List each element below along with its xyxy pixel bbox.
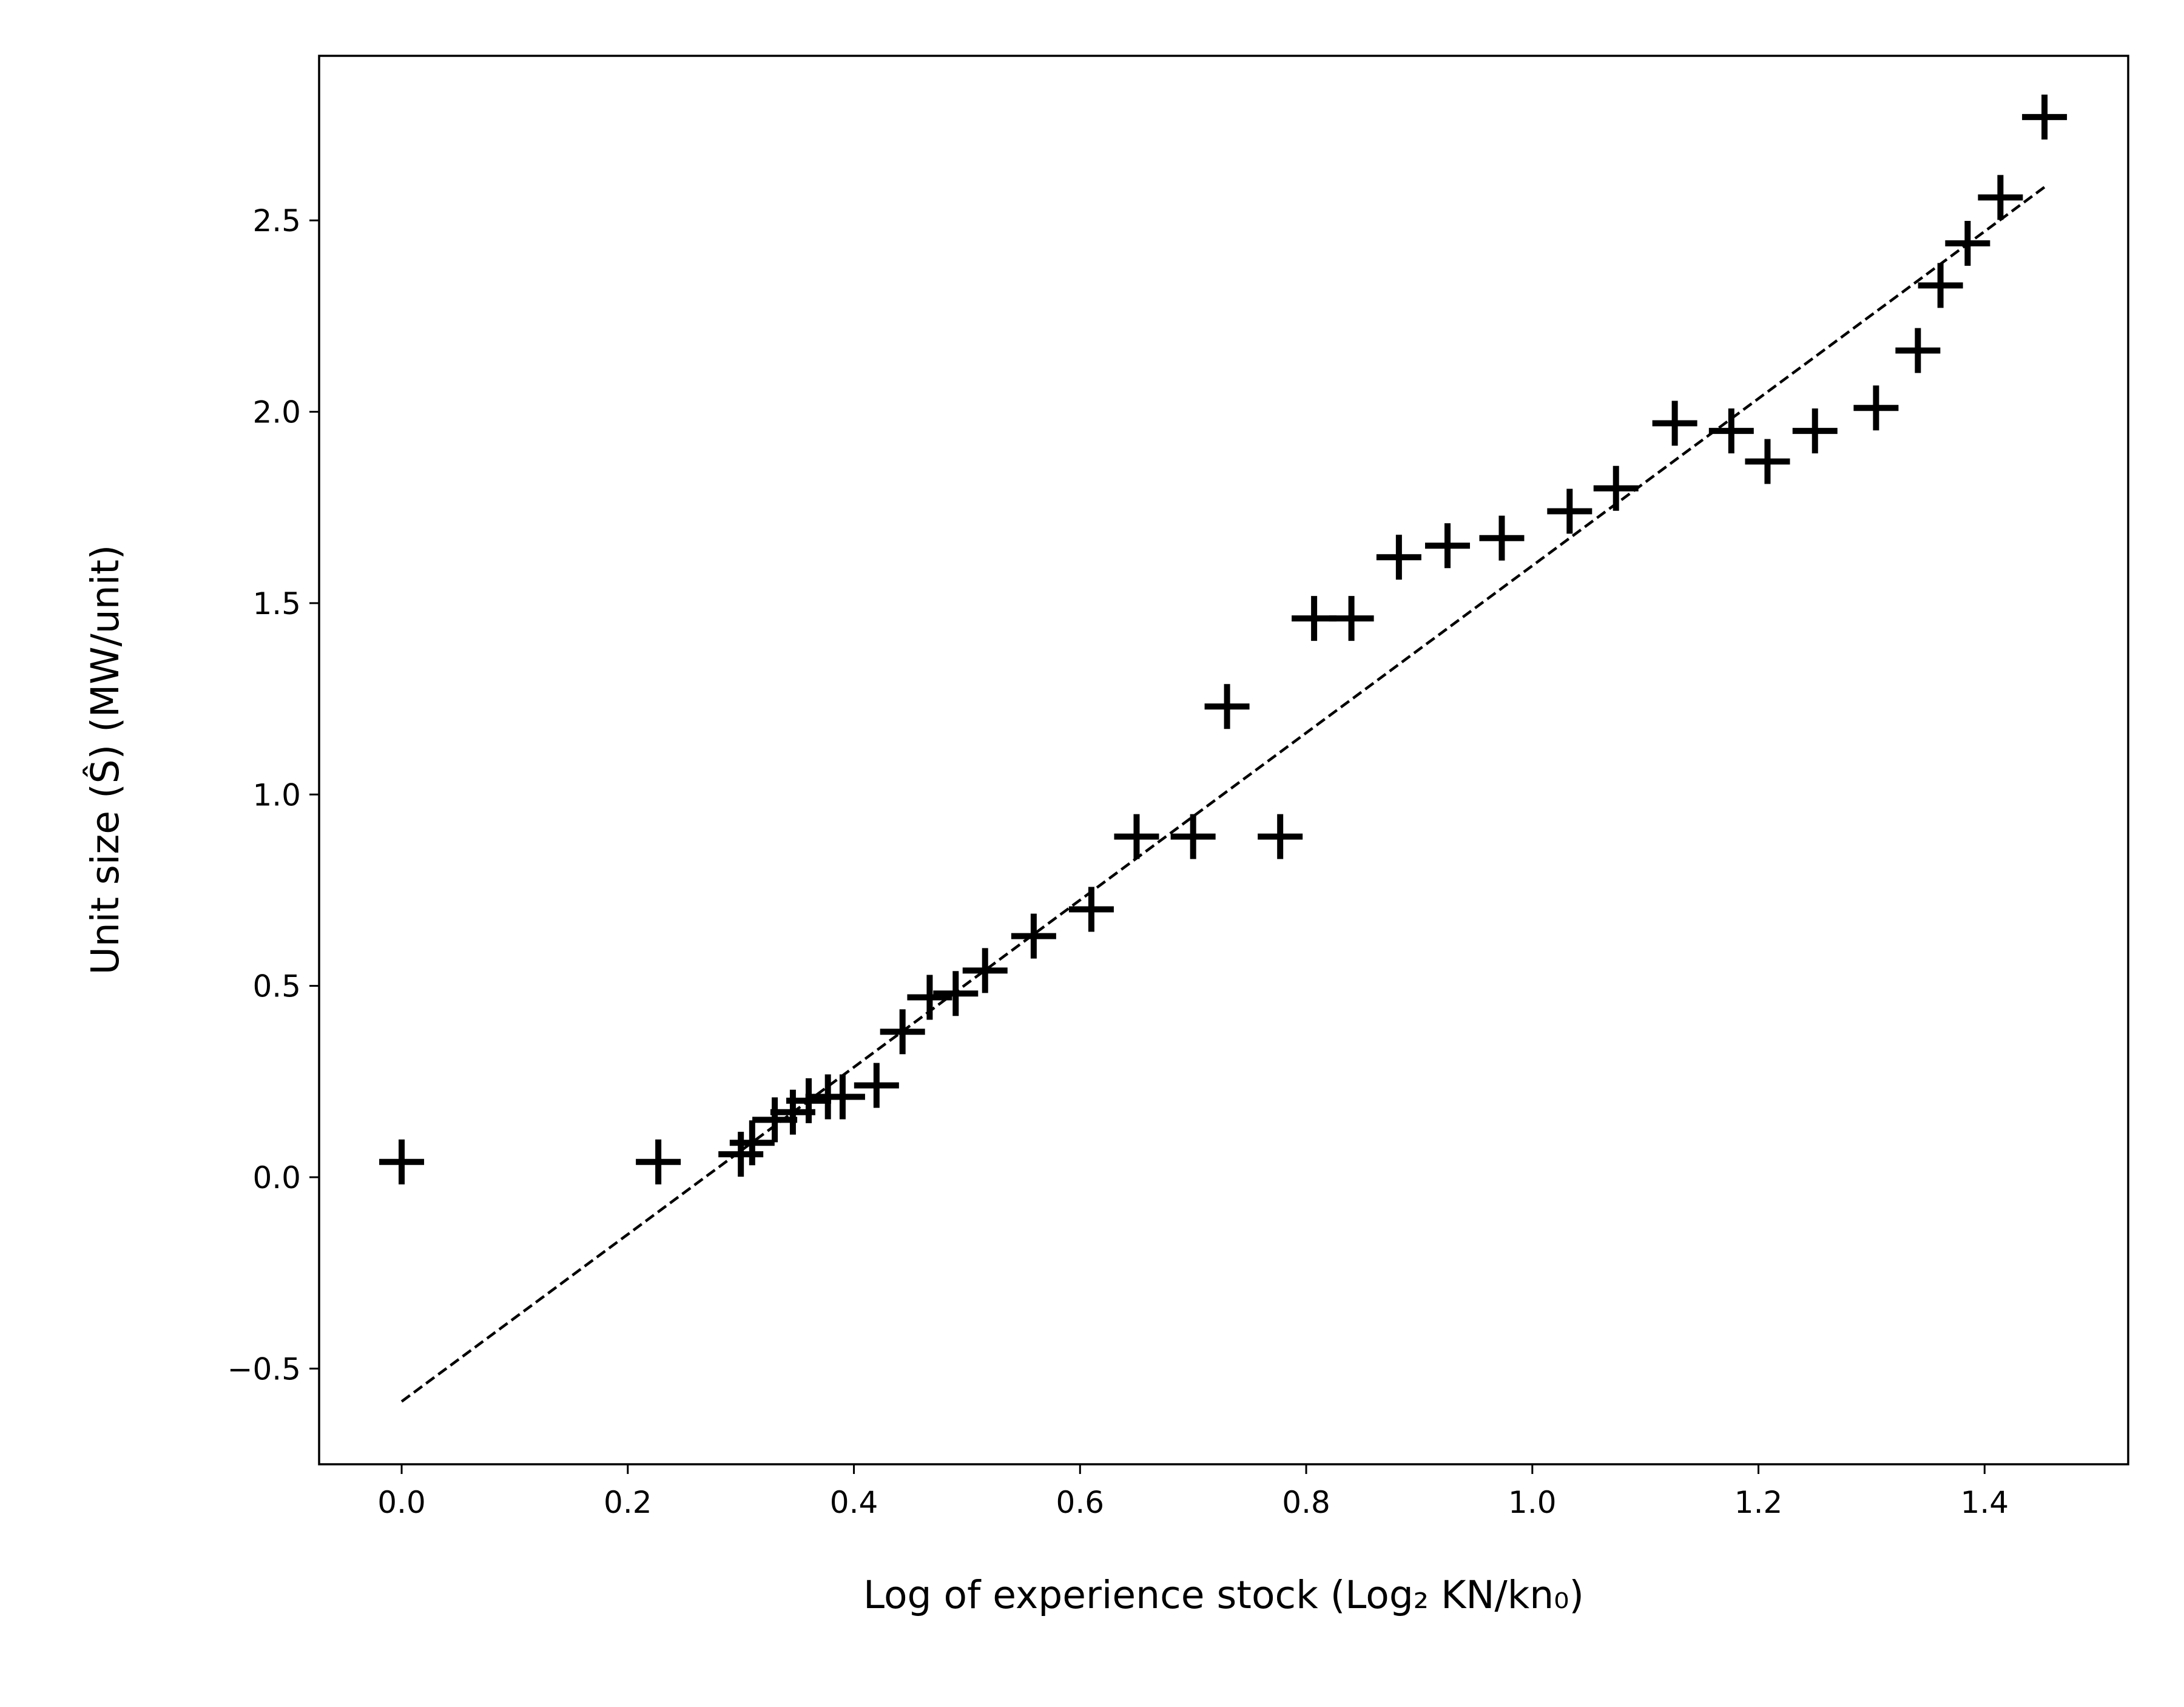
point — [1792, 408, 1838, 454]
point — [1329, 596, 1374, 641]
x-tick-label: 0.2 — [604, 1485, 652, 1520]
y-axis-label: Unit size (Ŝ) (MW/unit) — [83, 545, 127, 975]
point — [2022, 94, 2068, 140]
point — [1918, 263, 1963, 308]
y-tick-label: 1.0 — [252, 777, 301, 813]
point — [1425, 523, 1471, 569]
point — [1853, 385, 1899, 431]
point — [820, 1074, 865, 1120]
point — [1114, 814, 1159, 859]
point — [1547, 488, 1592, 534]
x-tick-label: 0.0 — [377, 1485, 426, 1520]
point — [1479, 515, 1525, 561]
y-tick-label: 0.5 — [252, 969, 301, 1004]
point — [1745, 439, 1790, 484]
point — [379, 1139, 425, 1185]
point — [1068, 887, 1114, 932]
point — [1895, 328, 1941, 373]
x-tick-label: 1.4 — [1961, 1485, 2009, 1520]
point — [1258, 814, 1303, 859]
point — [752, 1097, 798, 1143]
point — [729, 1120, 775, 1166]
y-tick-label: 0.0 — [252, 1160, 301, 1195]
point — [1170, 814, 1216, 859]
x-tick-label: 1.2 — [1734, 1485, 1783, 1520]
point — [1652, 401, 1697, 446]
x-tick-label: 1.0 — [1508, 1485, 1557, 1520]
plot-frame — [318, 55, 2129, 1465]
y-tick-label: 1.5 — [252, 586, 301, 621]
point — [962, 948, 1008, 993]
point — [718, 1132, 764, 1177]
fit-line — [400, 186, 2046, 1403]
x-axis-label: Log of experience stock (Log₂ KN/kn₀) — [863, 1573, 1584, 1617]
x-tick-label: 0.4 — [830, 1485, 878, 1520]
point — [1011, 913, 1056, 959]
point — [854, 1063, 899, 1108]
point — [1708, 408, 1754, 454]
x-tick-label: 0.6 — [1056, 1485, 1105, 1520]
point — [636, 1139, 681, 1185]
point — [1376, 535, 1421, 580]
point — [1978, 175, 2023, 220]
y-tick-label: 2.5 — [252, 203, 301, 238]
y-tick-label: −0.5 — [228, 1351, 301, 1387]
point — [1204, 684, 1250, 729]
x-tick-label: 0.8 — [1282, 1485, 1330, 1520]
y-tick-label: 2.0 — [252, 395, 301, 430]
